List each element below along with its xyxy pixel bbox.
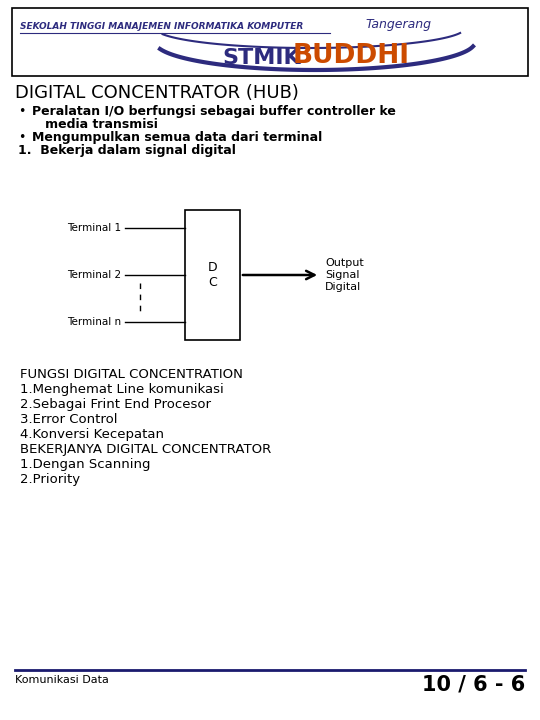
Text: 10 / 6 - 6: 10 / 6 - 6	[422, 674, 525, 694]
Text: BEKERJANYA DIGITAL CONCENTRATOR: BEKERJANYA DIGITAL CONCENTRATOR	[20, 443, 271, 456]
Text: media transmisi: media transmisi	[32, 118, 158, 131]
Bar	[185, 210, 240, 340]
Text: •: •	[18, 131, 25, 144]
Text: Tangerang: Tangerang	[365, 18, 431, 31]
Text: D
C: D C	[208, 261, 217, 289]
Text: Peralatan I/O berfungsi sebagai buffer controller ke: Peralatan I/O berfungsi sebagai buffer c…	[32, 105, 396, 118]
Text: Terminal 1: Terminal 1	[67, 223, 121, 233]
Text: Mengumpulkan semua data dari terminal: Mengumpulkan semua data dari terminal	[32, 131, 322, 144]
Text: FUNGSI DIGITAL CONCENTRATION: FUNGSI DIGITAL CONCENTRATION	[20, 368, 243, 381]
Text: Terminal 2: Terminal 2	[67, 270, 121, 280]
Text: Output
Signal
Digital: Output Signal Digital	[325, 258, 364, 292]
Text: 1.Dengan Scanning: 1.Dengan Scanning	[20, 458, 151, 471]
Text: 3.Error Control: 3.Error Control	[20, 413, 118, 426]
Text: BUDDHI: BUDDHI	[293, 43, 410, 69]
Text: •: •	[18, 105, 25, 118]
Text: 2.Priority: 2.Priority	[20, 473, 80, 486]
Text: STMIK: STMIK	[222, 48, 301, 68]
Text: 2.Sebagai Frint End Procesor: 2.Sebagai Frint End Procesor	[20, 398, 211, 411]
Text: SEKOLAH TINGGI MANAJEMEN INFORMATIKA KOMPUTER: SEKOLAH TINGGI MANAJEMEN INFORMATIKA KOM…	[20, 22, 303, 31]
Text: Komunikasi Data: Komunikasi Data	[15, 675, 109, 685]
Text: DIGITAL CONCENTRATOR (HUB): DIGITAL CONCENTRATOR (HUB)	[15, 84, 299, 102]
Text: 4.Konversi Kecepatan: 4.Konversi Kecepatan	[20, 428, 164, 441]
Text: 1.  Bekerja dalam signal digital: 1. Bekerja dalam signal digital	[18, 144, 236, 157]
Bar	[12, 8, 528, 76]
Text: 1.Menghemat Line komunikasi: 1.Menghemat Line komunikasi	[20, 383, 224, 396]
Text: Terminal n: Terminal n	[67, 317, 121, 327]
